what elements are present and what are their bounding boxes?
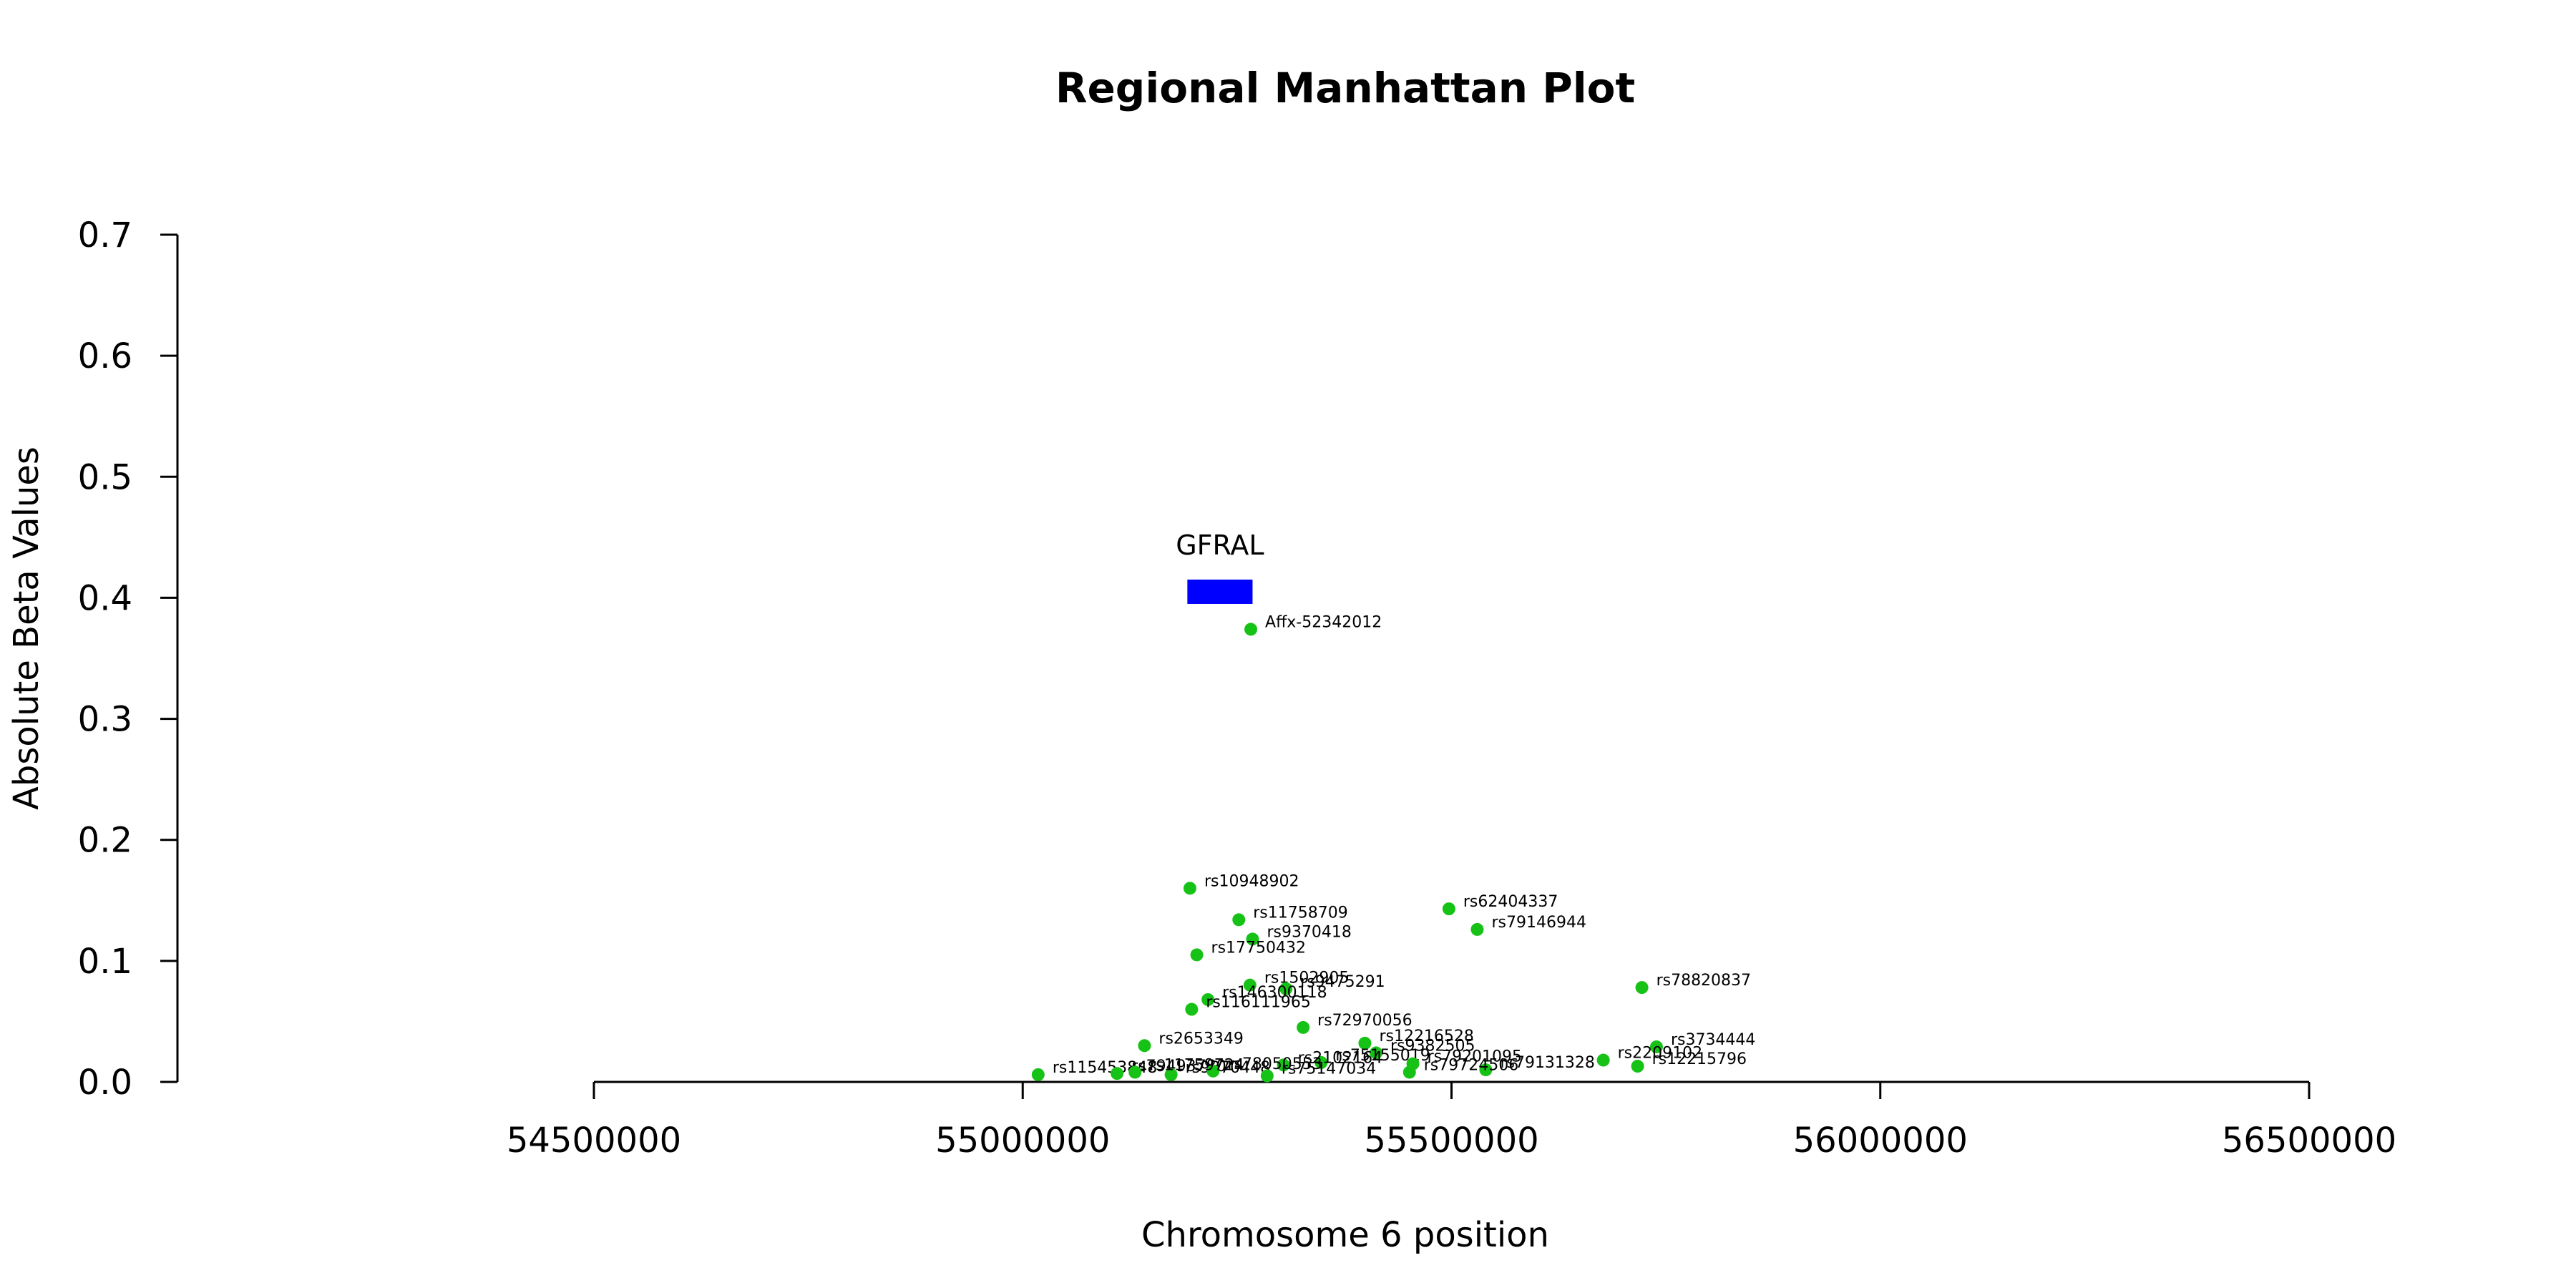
snp-point bbox=[1470, 922, 1484, 936]
snp-point bbox=[1479, 1063, 1493, 1077]
snp-point bbox=[1164, 1068, 1178, 1081]
y-axis-label: Absolute Beta Values bbox=[6, 447, 47, 810]
snp-point bbox=[1358, 1036, 1372, 1050]
gene-label-gfral: GFRAL bbox=[1176, 530, 1264, 561]
gene-bar-gfral bbox=[1187, 579, 1253, 604]
y-axis: 0.0 0.1 0.2 0.3 0.4 0.5 0.6 0.7 bbox=[78, 215, 179, 1103]
snp-point bbox=[1128, 1065, 1142, 1079]
snp-label: rs79131328 bbox=[1500, 1054, 1594, 1072]
y-tick-label: 0.3 bbox=[78, 700, 132, 740]
snp-label: rs146300118 bbox=[1222, 984, 1327, 1002]
y-tick-label: 0.0 bbox=[78, 1063, 132, 1103]
snp-label: rs9475291 bbox=[1300, 973, 1385, 991]
x-tick-label: 56000000 bbox=[1793, 1121, 1968, 1161]
snp-point bbox=[1631, 1060, 1644, 1073]
snp-point bbox=[1246, 932, 1259, 946]
snp-label: rs79201095 bbox=[1428, 1048, 1522, 1066]
snp-point bbox=[1031, 1068, 1045, 1081]
snp-point bbox=[1201, 992, 1215, 1006]
snp-label: rs62404337 bbox=[1463, 893, 1558, 911]
y-tick-label: 0.4 bbox=[78, 578, 132, 618]
snp-label: rs9370418 bbox=[1267, 923, 1352, 941]
snp-label: rs10948902 bbox=[1204, 872, 1299, 890]
y-tick-label: 0.1 bbox=[78, 942, 132, 982]
snp-label: rs17750432 bbox=[1211, 939, 1306, 957]
snp-point bbox=[1183, 882, 1196, 895]
snp-label: rs2102164 bbox=[1298, 1049, 1383, 1067]
snp-point bbox=[1297, 1020, 1310, 1034]
snp-label: rs78050553 bbox=[1227, 1055, 1322, 1073]
snp-label: rs1502905 bbox=[1264, 970, 1350, 987]
snp-point bbox=[1111, 1067, 1124, 1080]
snp-point bbox=[1185, 1002, 1199, 1016]
snp-point bbox=[1138, 1039, 1151, 1053]
snp-label: rs11758709 bbox=[1253, 904, 1347, 922]
snp-label: rs11759724 bbox=[1149, 1056, 1244, 1074]
y-tick-label: 0.6 bbox=[78, 336, 132, 376]
snp-label: rs9370448 bbox=[1186, 1059, 1271, 1077]
snp-label: rs116111965 bbox=[1206, 994, 1310, 1012]
snp-point bbox=[1442, 902, 1455, 916]
snp-point bbox=[1244, 623, 1258, 636]
x-tick-label: 54500000 bbox=[507, 1121, 681, 1161]
snp-point bbox=[1314, 1055, 1328, 1069]
snp-label: rs79724506 bbox=[1424, 1056, 1518, 1074]
snp-point bbox=[1279, 982, 1293, 995]
y-tick-label: 0.5 bbox=[78, 457, 132, 497]
snp-point bbox=[1277, 1058, 1290, 1072]
snp-label: rs72970056 bbox=[1317, 1012, 1412, 1030]
snp-label: rs9382505 bbox=[1390, 1037, 1475, 1055]
chart-title: Regional Manhattan Plot bbox=[1055, 64, 1635, 112]
x-tick-label: 56500000 bbox=[2222, 1121, 2396, 1161]
snp-label: rs2209102 bbox=[1618, 1045, 1703, 1063]
snp-label: rs3734444 bbox=[1671, 1031, 1756, 1049]
snp-label: rs2653349 bbox=[1158, 1030, 1244, 1048]
snp-point bbox=[1190, 948, 1204, 962]
snp-point bbox=[1260, 1069, 1274, 1083]
snp-point bbox=[1232, 913, 1246, 927]
gene-track: GFRAL bbox=[1176, 530, 1264, 604]
snp-point bbox=[1206, 1064, 1220, 1078]
snp-label: rs79146944 bbox=[1491, 914, 1586, 932]
x-axis-label: Chromosome 6 position bbox=[1141, 1215, 1549, 1255]
snp-label: rs75147034 bbox=[1282, 1060, 1376, 1078]
x-tick-label: 55500000 bbox=[1364, 1121, 1538, 1161]
snp-label: rs78820837 bbox=[1657, 972, 1751, 990]
snp-point bbox=[1649, 1040, 1663, 1053]
x-axis: 54500000 55000000 55500000 56000000 56500000 bbox=[507, 1080, 2396, 1161]
snp-point bbox=[1243, 978, 1257, 992]
snp-point bbox=[1402, 1065, 1416, 1079]
snp-point bbox=[1596, 1053, 1610, 1067]
snp-points: Affx-52342012 rs10948902 rs62404337 rs11758… bbox=[1031, 613, 1756, 1083]
y-tick-label: 0.2 bbox=[78, 821, 132, 861]
snp-label: rs12215796 bbox=[1652, 1050, 1747, 1068]
y-tick-label: 0.7 bbox=[78, 215, 132, 255]
snp-point bbox=[1370, 1046, 1383, 1060]
x-tick-label: 55000000 bbox=[935, 1121, 1110, 1161]
snp-label: Affx-52342012 bbox=[1265, 613, 1382, 631]
snp-label: rs12216528 bbox=[1379, 1028, 1473, 1045]
snp-point bbox=[1635, 981, 1649, 995]
